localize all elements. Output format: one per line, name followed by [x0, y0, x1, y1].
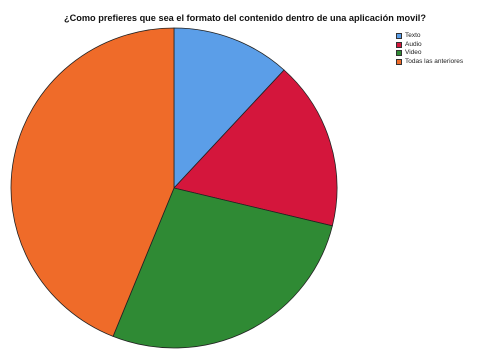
legend-item-audio: Audio: [396, 41, 463, 50]
legend-label-todas: Todas las anteriores: [405, 57, 464, 65]
legend-swatch-todas: [396, 59, 402, 66]
pie-slice-texto: [173, 27, 285, 190]
chart-title: ¿Como prefieres que sea el formato del c…: [64, 13, 426, 23]
legend-swatch-video: [396, 50, 402, 57]
pie-slice-todas-las-anteriores: [10, 27, 175, 337]
pie-slice-video: [112, 187, 333, 349]
legend-label-texto: Texto: [405, 32, 421, 39]
legend-label-audio: Audio: [405, 40, 422, 48]
pie-slice-audio: [173, 69, 338, 227]
legend-label-video: Video: [405, 49, 422, 57]
legend-item-texto: Texto: [396, 32, 463, 41]
legend-item-todas: Todas las anteriores: [396, 58, 463, 67]
legend-swatch-audio: [396, 41, 402, 48]
legend-item-video: Video: [396, 49, 463, 58]
legend-swatch-texto: [396, 33, 402, 40]
legend: Texto Audio Video Todas las anteriores: [396, 32, 463, 66]
